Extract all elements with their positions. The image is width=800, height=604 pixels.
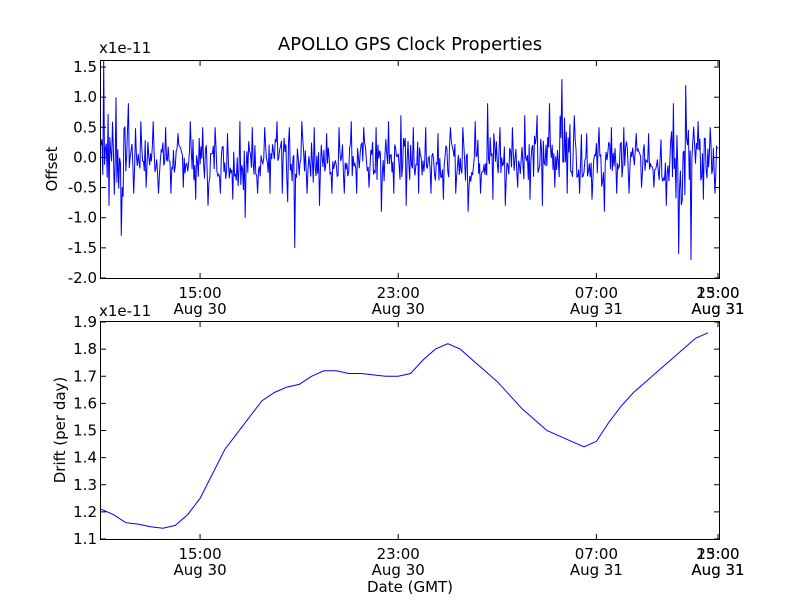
offset-x-tick-date: Aug 30 <box>174 300 227 318</box>
offset-x-tick-date: Aug 31 <box>570 300 623 318</box>
drift-series-line <box>100 332 709 529</box>
offset-x-tick-time: 23:00 <box>696 284 739 302</box>
drift-panel: x1e-11 Drift (per day) 1.11.21.31.41.51.… <box>51 302 745 596</box>
offset-y-tick-label: -0.5 <box>68 179 97 197</box>
offset-y-ticks: -2.0 -1.5 -1.0 -0.5 0.0 0.5 1.0 1.5 <box>68 58 719 287</box>
drift-x-tick-time: 15:00 <box>178 545 221 563</box>
drift-y-tick-label: 1.1 <box>73 530 97 548</box>
drift-y-tick-label: 1.5 <box>73 422 97 440</box>
drift-y-tick-label: 1.8 <box>73 340 97 358</box>
offset-y-tick-label: -1.0 <box>68 209 97 227</box>
offset-y-tick-label: -1.5 <box>68 239 97 257</box>
drift-y-tick-label: 1.7 <box>73 367 97 385</box>
drift-multiplier-label: x1e-11 <box>99 302 151 320</box>
offset-panel: APOLLO GPS Clock Properties x1e-11 Offse… <box>43 34 745 318</box>
chart-title: APOLLO GPS Clock Properties <box>278 34 542 55</box>
drift-y-tick-label: 1.2 <box>73 503 97 521</box>
offset-y-tick-label: 0.5 <box>73 118 97 136</box>
offset-plot-frame <box>100 60 720 279</box>
drift-y-tick-label: 1.4 <box>73 449 97 467</box>
drift-x-tick-time: 23:00 <box>377 545 420 563</box>
drift-x-tick-date: Aug 30 <box>372 561 425 579</box>
drift-y-tick-label: 1.3 <box>73 476 97 494</box>
offset-y-tick-label: 0.0 <box>73 148 97 166</box>
drift-y-ticks: 1.1 1.2 1.3 1.4 1.5 1.6 1.7 1.8 1.9 <box>73 313 719 548</box>
offset-y-tick-label: -2.0 <box>68 269 97 287</box>
drift-x-tick-time: 15:00 <box>696 545 739 563</box>
offset-multiplier-label: x1e-11 <box>99 39 151 57</box>
offset-x-tick-date: Aug 30 <box>372 300 425 318</box>
drift-x-axis-label: Date (GMT) <box>367 578 453 596</box>
drift-x-tick-date: Aug 31 <box>691 561 744 579</box>
drift-plot-frame <box>100 321 720 540</box>
offset-y-axis-label: Offset <box>43 146 61 191</box>
offset-x-tick-time: 15:00 <box>178 284 221 302</box>
offset-x-tick-time: 23:00 <box>377 284 420 302</box>
drift-x-tick-date: Aug 31 <box>691 561 744 579</box>
drift-y-tick-label: 1.9 <box>73 313 97 331</box>
drift-y-axis-label: Drift (per day) <box>51 377 69 484</box>
offset-x-tick-time: 07:00 <box>575 284 618 302</box>
drift-x-tick-time: 23:00 <box>696 545 739 563</box>
offset-x-tick-date: Aug 31 <box>691 300 744 318</box>
offset-x-tick-date: Aug 31 <box>691 300 744 318</box>
offset-y-tick-label: 1.0 <box>73 88 97 106</box>
drift-y-tick-label: 1.6 <box>73 394 97 412</box>
drift-x-tick-date: Aug 30 <box>174 561 227 579</box>
drift-x-tick-time: 07:00 <box>575 545 618 563</box>
drift-x-tick-date: Aug 31 <box>570 561 623 579</box>
offset-y-tick-label: 1.5 <box>73 58 97 76</box>
offset-x-tick-time: 15:00 <box>696 284 739 302</box>
offset-series-line <box>100 60 719 260</box>
